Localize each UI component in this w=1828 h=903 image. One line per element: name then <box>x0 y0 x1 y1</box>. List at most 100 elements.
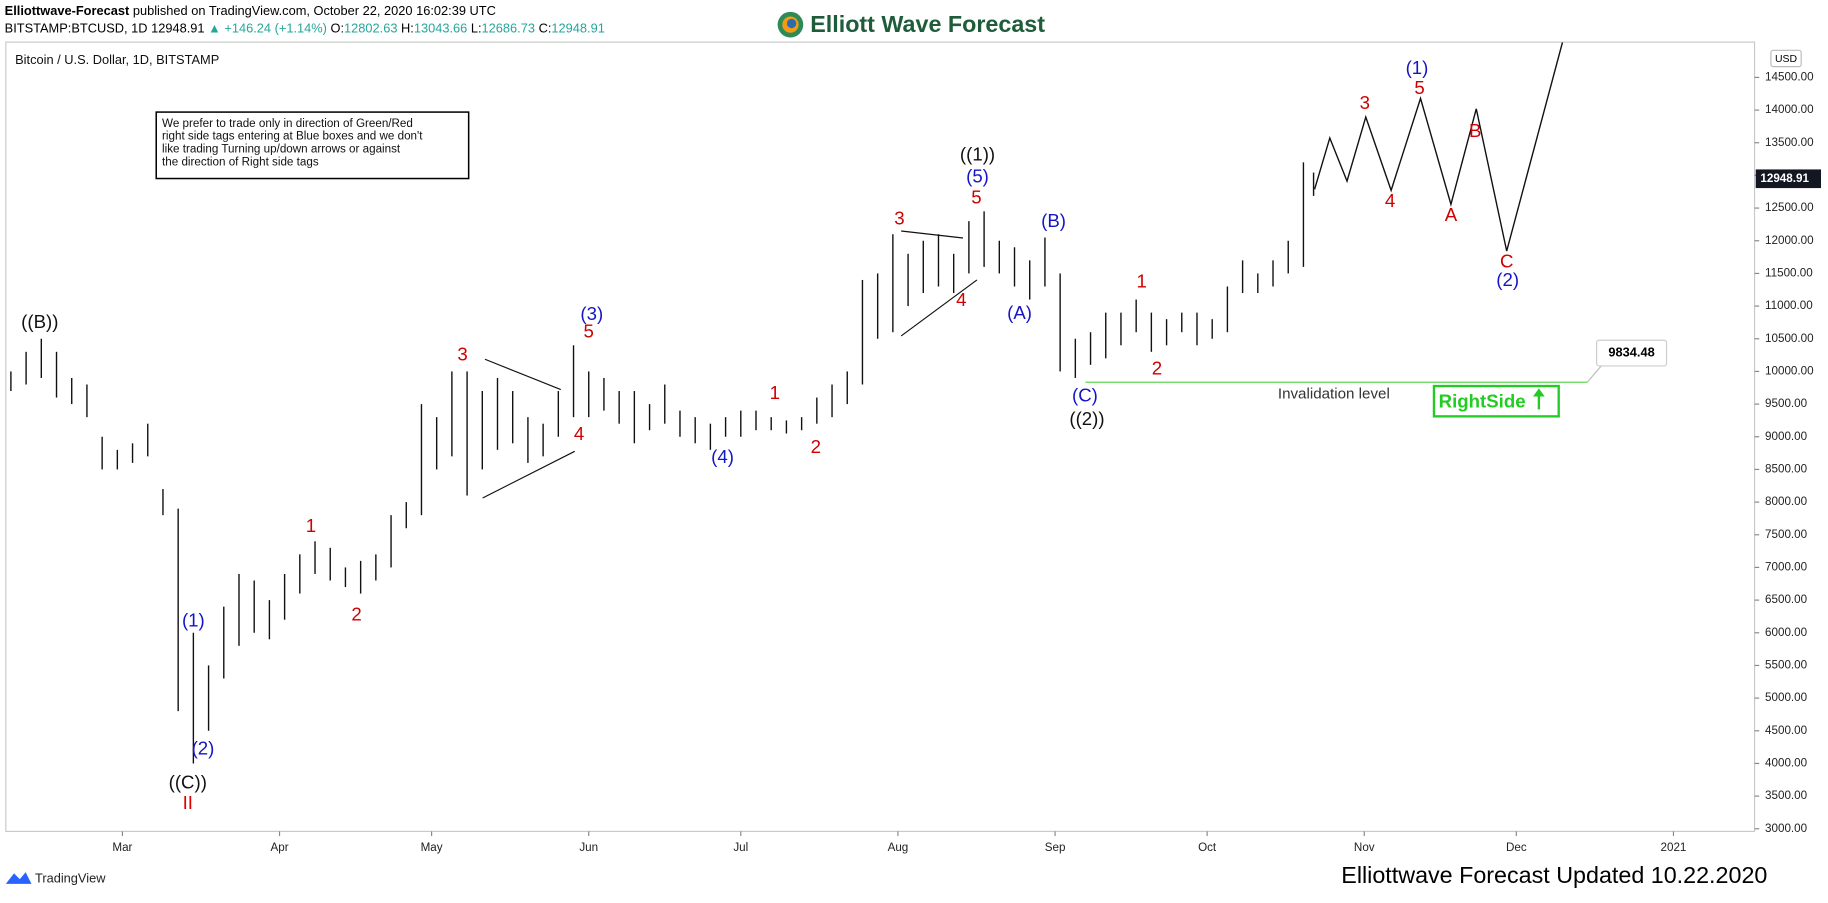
x-tick-label: Aug <box>888 841 909 854</box>
wave-label: 2 <box>351 604 361 625</box>
brand-text: TradingView <box>35 871 106 886</box>
wave-label: 5 <box>1414 77 1424 98</box>
y-tick-label: 12500.00 <box>1765 201 1814 214</box>
symbol: BITSTAMP:BTCUSD, 1D <box>5 21 148 36</box>
x-tick-label: Jul <box>733 841 748 854</box>
wave-label: A <box>1445 204 1458 225</box>
wave-label: 3 <box>1360 92 1370 113</box>
wave-label: (2) <box>1496 269 1519 290</box>
note: We prefer to trade only in direction of … <box>162 117 423 168</box>
y-tick-label: 8500.00 <box>1765 463 1808 476</box>
y-tick-label: 11000.00 <box>1765 299 1813 312</box>
wave-label: 4 <box>956 289 966 310</box>
wave-label: 2 <box>811 436 821 457</box>
y-tick-label: 14500.00 <box>1765 70 1814 83</box>
note-box <box>155 111 470 180</box>
ohlc-label: C: <box>539 21 552 36</box>
logo: Elliott Wave Forecast <box>777 11 1045 38</box>
header-line: Elliottwave-Forecast published on Tradin… <box>5 3 496 18</box>
pattern-lines <box>482 230 978 499</box>
note-line: right side tags entering at Blue boxes a… <box>162 130 423 143</box>
ohlc-value: 12802.63 <box>344 21 397 36</box>
price-bars <box>10 162 1315 764</box>
x-tick-label: Sep <box>1045 841 1066 854</box>
x-tick-label: Mar <box>112 841 132 854</box>
wave-label: 2 <box>1152 358 1162 379</box>
wave-label: C <box>1500 251 1513 272</box>
x-tick-label: Apr <box>270 841 288 854</box>
wave-label: (1) <box>182 609 205 630</box>
y-tick-label: 5000.00 <box>1765 691 1808 704</box>
wave-label: (B) <box>1041 210 1066 231</box>
published: published on TradingView.com, October 22… <box>133 3 496 18</box>
wave-label: ((2)) <box>1069 408 1104 429</box>
wave-label: 4 <box>1385 190 1395 211</box>
tradingview-brand: TradingView <box>5 871 106 886</box>
note-line: We prefer to trade only in direction of … <box>162 117 413 130</box>
wave-label: (5) <box>966 165 989 186</box>
callout-box <box>1596 339 1668 367</box>
x-tick-label: 2021 <box>1661 841 1687 854</box>
wave-label: 1 <box>306 515 316 536</box>
y-tick-label: 4500.00 <box>1765 724 1808 737</box>
wave-label: 1 <box>1137 270 1147 291</box>
last-price: 12948.91 <box>151 21 204 36</box>
ohlc-label: H: <box>401 21 414 36</box>
y-tick-label: 10500.00 <box>1765 332 1814 345</box>
wave-label: 4 <box>574 423 584 444</box>
last-price-label: 12948.91 <box>1760 172 1809 185</box>
wave-label: B <box>1469 120 1481 141</box>
x-tick-label: Jun <box>579 841 598 854</box>
rightside-label: RightSide <box>1439 390 1526 411</box>
footer: Elliottwave Forecast Updated 10.22.2020 <box>1341 862 1767 888</box>
y-tick-label: 9000.00 <box>1765 430 1808 443</box>
y-tick-label: 14000.00 <box>1765 103 1814 116</box>
y-tick-label: 4000.00 <box>1765 757 1808 770</box>
y-tick-label: 7500.00 <box>1765 528 1808 541</box>
wave-label: 5 <box>971 186 981 207</box>
last-price-tag <box>1755 169 1822 189</box>
ohlc-value: 13043.66 <box>414 21 467 36</box>
wave-label: (C) <box>1072 384 1098 405</box>
wave-label: ((1)) <box>960 143 995 164</box>
wave-label: II <box>183 792 193 813</box>
wave-label: (A) <box>1007 302 1032 323</box>
x-tick-label: Dec <box>1506 841 1527 854</box>
y-tick-label: 9500.00 <box>1765 397 1808 410</box>
wave-label: ((C)) <box>169 771 207 792</box>
note-line: like trading Turning up/down arrows or a… <box>162 142 401 155</box>
x-tick-label: Nov <box>1354 841 1375 854</box>
publisher: Elliottwave-Forecast <box>5 3 130 18</box>
wave-label: 3 <box>457 344 467 365</box>
y-tick-label: 3000.00 <box>1765 822 1808 835</box>
y-tick-label: 7000.00 <box>1765 561 1808 574</box>
y-tick-label: 10000.00 <box>1765 365 1814 378</box>
wave-label: (4) <box>711 446 734 467</box>
y-tick-label: 5500.00 <box>1765 659 1808 672</box>
symbol-line: BITSTAMP:BTCUSD, 1D 12948.91 ▲ +146.24 (… <box>5 21 605 36</box>
y-tick-label: 12000.00 <box>1765 234 1814 247</box>
callout-connector <box>1586 365 1602 383</box>
currency-box <box>1770 49 1802 68</box>
y-tick-label: 8000.00 <box>1765 495 1808 508</box>
wave-label: 5 <box>584 320 594 341</box>
wave-label: ((B)) <box>21 311 58 332</box>
y-tick-label: 13500.00 <box>1765 136 1814 149</box>
ohlc-label: L: <box>471 21 482 36</box>
y-tick-label: 11500.00 <box>1765 266 1813 279</box>
note-line: the direction of Right side tags <box>162 155 319 168</box>
projection-path <box>1313 42 1564 252</box>
invalidation-value: 9834.48 <box>1608 344 1654 359</box>
ohlc-label: O: <box>330 21 344 36</box>
x-tick-label: Oct <box>1198 841 1217 854</box>
ohlc-value: 12686.73 <box>482 21 535 36</box>
chart-title: Bitcoin / U.S. Dollar, 1D, BITSTAMP <box>15 52 219 67</box>
wave-label: 3 <box>894 207 904 228</box>
logo-text: Elliott Wave Forecast <box>810 11 1045 37</box>
x-tick-label: May <box>421 841 443 854</box>
wave-label: (1) <box>1406 57 1429 78</box>
y-tick-label: 3500.00 <box>1765 789 1808 802</box>
wave-label: 1 <box>770 382 780 403</box>
currency: USD <box>1775 54 1798 65</box>
